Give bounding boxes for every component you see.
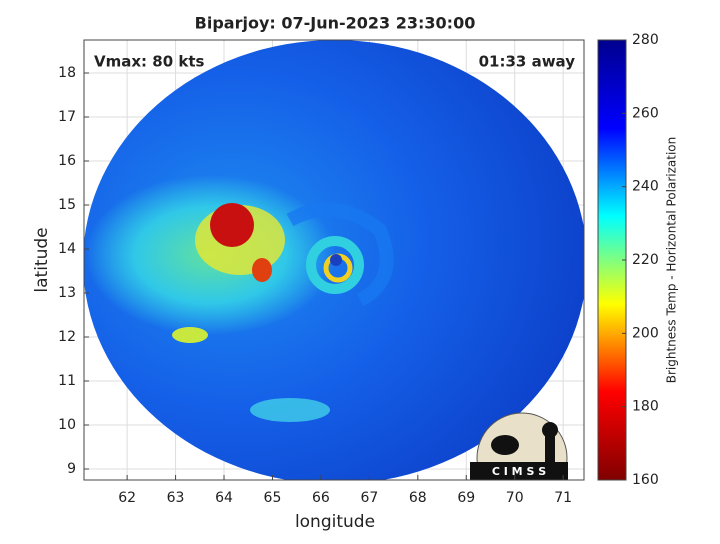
cloud-band: [172, 327, 208, 343]
y-tick-label: 18: [58, 65, 76, 81]
x-tick-label: 63: [167, 490, 185, 506]
eye: [330, 254, 342, 266]
colorbar-tick-label: 280: [632, 32, 659, 48]
cloud-band: [250, 398, 330, 422]
convection-core: [252, 258, 272, 282]
chart-title: Biparjoy: 07-Jun-2023 23:30:00: [195, 14, 476, 33]
x-tick-label: 65: [264, 490, 282, 506]
y-tick-label: 14: [58, 241, 76, 257]
colorbar-tick-label: 160: [632, 472, 659, 488]
convection-core: [210, 203, 254, 247]
x-tick-label: 71: [554, 490, 572, 506]
x-tick-label: 64: [215, 490, 233, 506]
eyewall: [306, 236, 364, 294]
colorbar-tick-label: 240: [632, 179, 659, 195]
logo: C I M S S: [470, 412, 568, 480]
y-tick-label: 17: [58, 109, 76, 125]
y-tick-label: 10: [58, 417, 76, 433]
x-tick-label: 62: [118, 490, 136, 506]
x-tick-label: 70: [506, 490, 524, 506]
plot-frame: [83, 39, 585, 481]
annotation: 01:33 away: [479, 53, 576, 71]
y-tick-label: 16: [58, 153, 76, 169]
colorbar-tick-label: 220: [632, 252, 659, 268]
spiral-band: [286, 202, 394, 307]
y-tick-label: 15: [58, 197, 76, 213]
x-tick-label: 66: [312, 490, 330, 506]
y-tick-label: 12: [58, 329, 76, 345]
swath-image: C I M S S: [84, 40, 584, 480]
colorbar-tick-label: 180: [632, 399, 659, 415]
colorbar: [597, 39, 627, 481]
y-tick-label: 11: [58, 373, 76, 389]
y-tick-label: 13: [58, 285, 76, 301]
x-axis-label: longitude: [295, 512, 375, 532]
x-tick-label: 68: [409, 490, 427, 506]
colorbar-label: Brightness Temp - Horizontal Polarizatio…: [665, 137, 679, 384]
annotation: Vmax: 80 kts: [94, 53, 204, 71]
y-axis-label: latitude: [32, 227, 52, 292]
logo-text: C I M S S: [492, 465, 546, 478]
x-tick-label: 69: [457, 490, 475, 506]
x-tick-label: 67: [360, 490, 378, 506]
colorbar-tick-label: 200: [632, 325, 659, 341]
y-tick-label: 9: [67, 461, 76, 477]
colorbar-tick-label: 260: [632, 105, 659, 121]
